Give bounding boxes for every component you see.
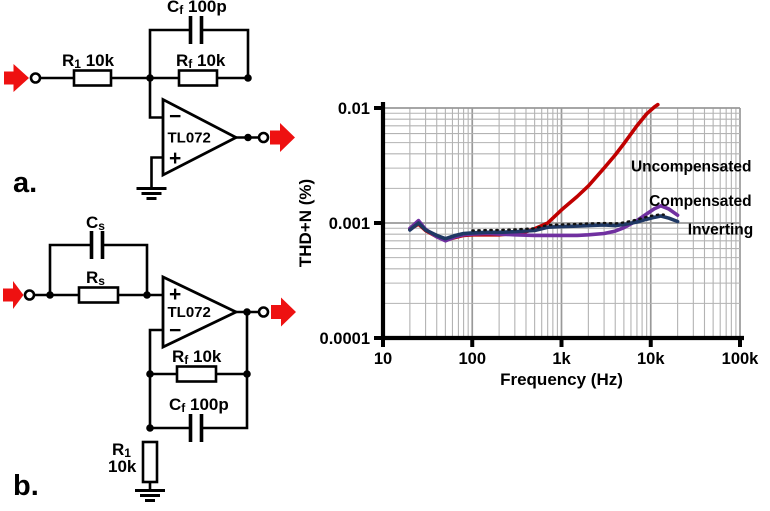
output-terminal (257, 131, 270, 144)
ground-symbol (136, 187, 167, 200)
junction-dot (244, 133, 252, 142)
opamp-part-number: TL072 (168, 130, 211, 147)
axes: 10 100 1k 10k 100k 0.01 0.001 0.0001 (320, 100, 760, 368)
series-inverting-dotted-overlay (471, 213, 665, 232)
opamp-triangle (161, 274, 240, 350)
wire (148, 78, 163, 119)
wire (201, 374, 249, 430)
grid (382, 107, 741, 339)
panel-label-a: a. (13, 167, 37, 199)
panel-label-b: b. (13, 470, 39, 502)
y-tick-label: 0.0001 (320, 330, 370, 348)
resistor-rf (175, 365, 218, 383)
resistor-rf (177, 69, 219, 87)
output-io-arrow (270, 123, 295, 152)
wire (201, 28, 250, 78)
thdn-chart-svg: 10 100 1k 10k 100k 0.01 0.001 0.0001 Frequency (… (296, 100, 760, 389)
resistor-r1 (72, 69, 113, 87)
opamp-noninverting-input-sign: + (169, 283, 181, 306)
series-inverting (408, 214, 680, 241)
ground-symbol (135, 489, 165, 502)
opamp-triangle (161, 97, 240, 178)
series-label-uncompensated: Uncompensated (631, 158, 752, 175)
output-terminal (257, 306, 270, 318)
label-r1-value: 10k (108, 457, 137, 476)
input-io-arrow (4, 64, 29, 92)
x-tick-label: 1k (552, 350, 571, 368)
opamp-inverting-input-sign: − (169, 319, 181, 342)
y-tick-label: 0.01 (338, 100, 370, 118)
junction-dot (146, 424, 154, 432)
wire (150, 156, 163, 188)
opamp-inverting-input-sign: − (169, 105, 181, 128)
input-terminal (29, 72, 42, 84)
wire (148, 28, 191, 78)
opamp-noninverting-input-sign: + (169, 147, 181, 170)
wire (102, 243, 149, 295)
y-tick-label: 0.001 (329, 215, 370, 233)
resistor-rs (77, 286, 120, 304)
wire (148, 328, 163, 374)
label-cf: Cf 100p (169, 395, 229, 415)
label-rf: Rf 10k (172, 347, 222, 367)
label-rf: Rf 10k (176, 51, 226, 71)
label-r1: R1 10k (62, 51, 115, 71)
resistor-r1 (141, 440, 159, 484)
x-tick-label: 100k (722, 350, 760, 368)
series-label-inverting: Inverting (688, 221, 753, 238)
junction-dot (243, 308, 251, 316)
x-tick-label: 10k (637, 350, 665, 368)
circuit-b-schematic: Rs Cs + TL072 − Rf 10k Cf 100p R1 10k b. (3, 213, 296, 502)
label-r1: R1 (112, 440, 131, 460)
label-cs: Cs (86, 213, 105, 233)
wire (48, 243, 92, 295)
circuit-a-schematic: R1 10k Rf 10k Cf 100p − TL072 + a. (4, 0, 295, 200)
output-io-arrow (271, 297, 296, 327)
y-axis-title: THD+N (%) (296, 179, 315, 267)
series-label-compensated: Compensated (649, 193, 752, 210)
x-axis-title: Frequency (Hz) (500, 370, 623, 389)
thdn-chart: 10 100 1k 10k 100k 0.01 0.001 0.0001 Frequency (… (285, 78, 770, 412)
series-compensated (408, 204, 680, 243)
series-uncompensated (408, 102, 660, 242)
x-tick-label: 100 (458, 350, 486, 368)
x-tick-label: 10 (374, 350, 392, 368)
opamp-part-number: TL072 (168, 304, 211, 321)
label-cf: Cf 100p (167, 0, 227, 17)
input-terminal (23, 289, 36, 301)
input-io-arrow (3, 281, 24, 309)
label-rs: Rs (86, 268, 105, 288)
